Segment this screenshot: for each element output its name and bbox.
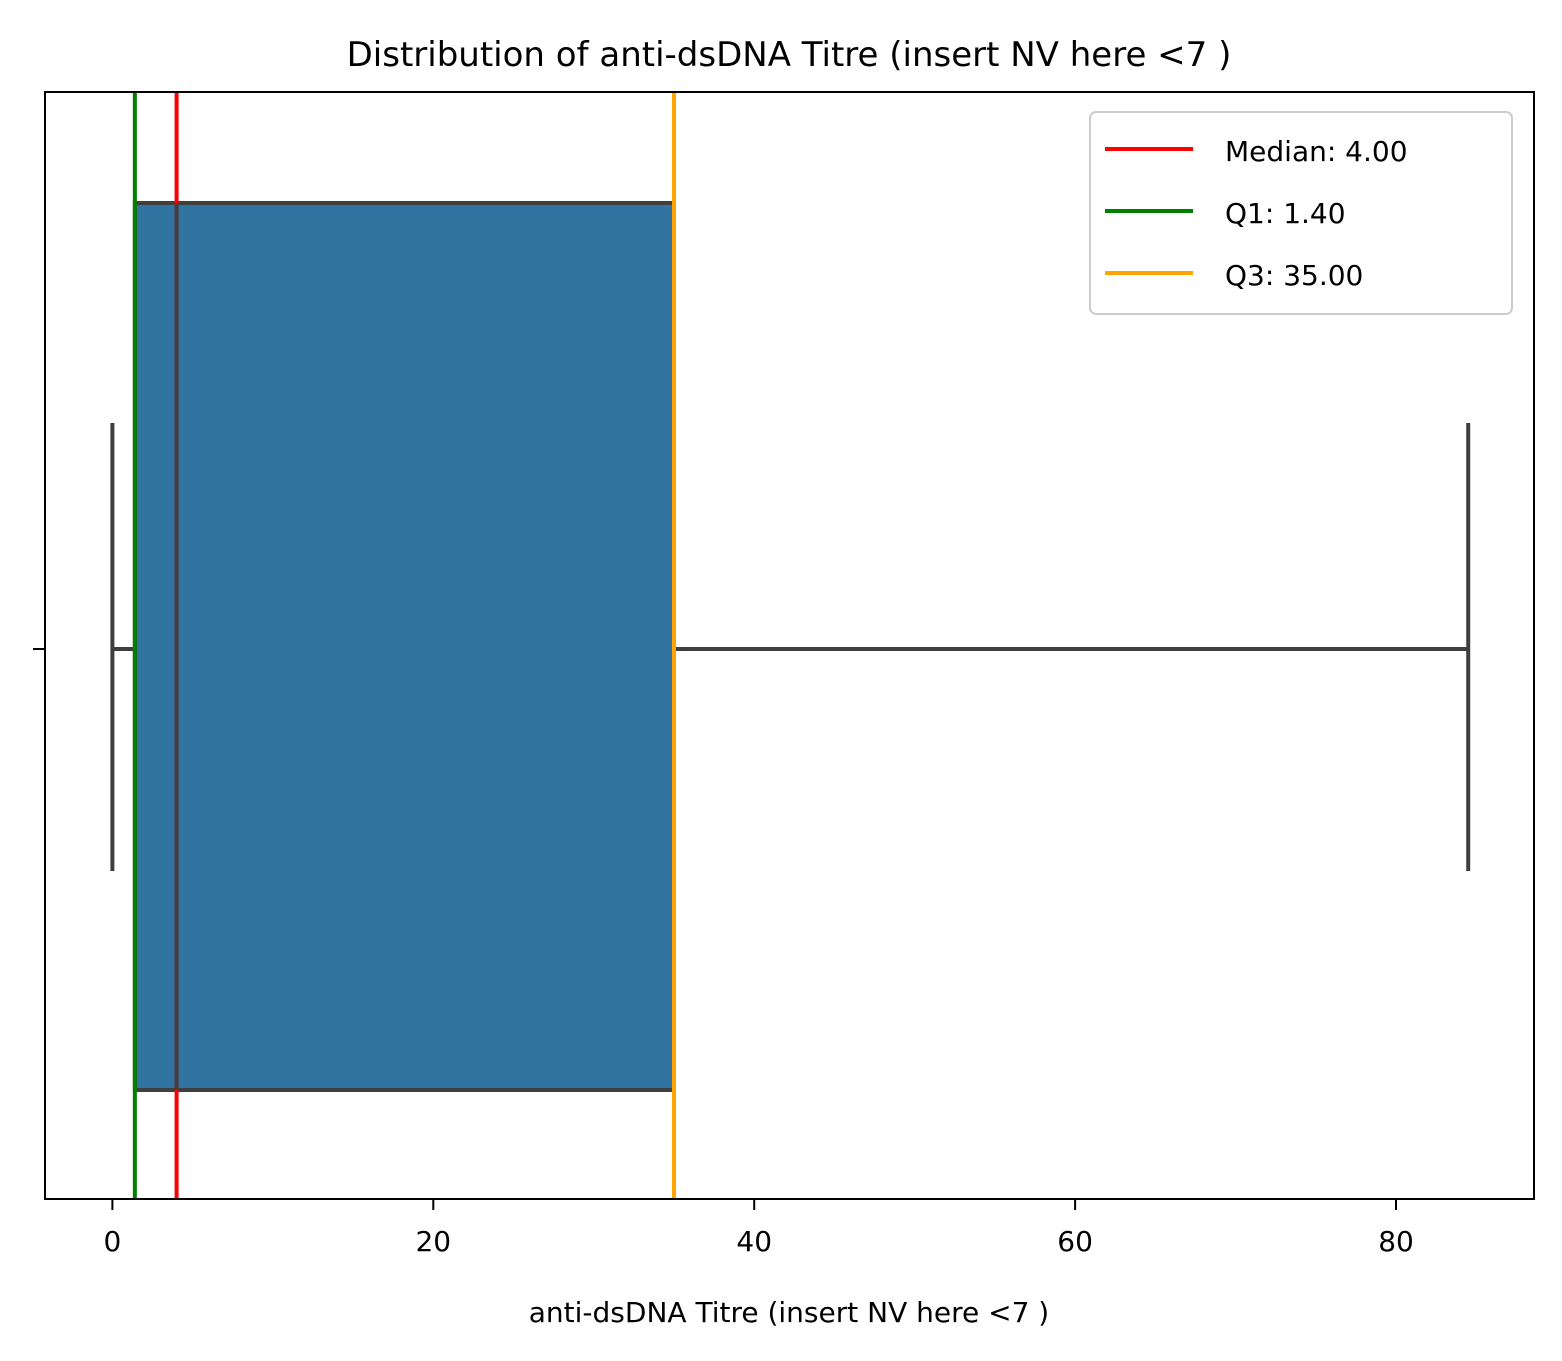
chart-title: Distribution of anti-dsDNA Titre (insert… xyxy=(347,35,1232,75)
legend: Median: 4.00 Q1: 1.40 Q3: 35.00 xyxy=(1089,111,1513,315)
legend-q3-label: Q3: 35.00 xyxy=(1225,259,1363,292)
x-tick-label: 60 xyxy=(1057,1225,1093,1258)
plot-area xyxy=(110,92,1471,1199)
legend-median-label: Median: 4.00 xyxy=(1225,135,1408,168)
x-axis-ticks: 0 20 40 60 80 xyxy=(103,1199,1414,1258)
x-tick-label: 20 xyxy=(415,1225,451,1258)
legend-q1-label: Q1: 1.40 xyxy=(1225,197,1346,230)
axes-frame xyxy=(44,91,1535,1200)
x-tick-label: 80 xyxy=(1378,1225,1414,1258)
x-axis-label: anti-dsDNA Titre (insert NV here <7 ) xyxy=(529,1296,1049,1329)
legend-frame xyxy=(1089,111,1513,315)
x-tick-label: 0 xyxy=(103,1225,121,1258)
box-body xyxy=(132,201,676,1092)
x-tick-label: 40 xyxy=(736,1225,772,1258)
